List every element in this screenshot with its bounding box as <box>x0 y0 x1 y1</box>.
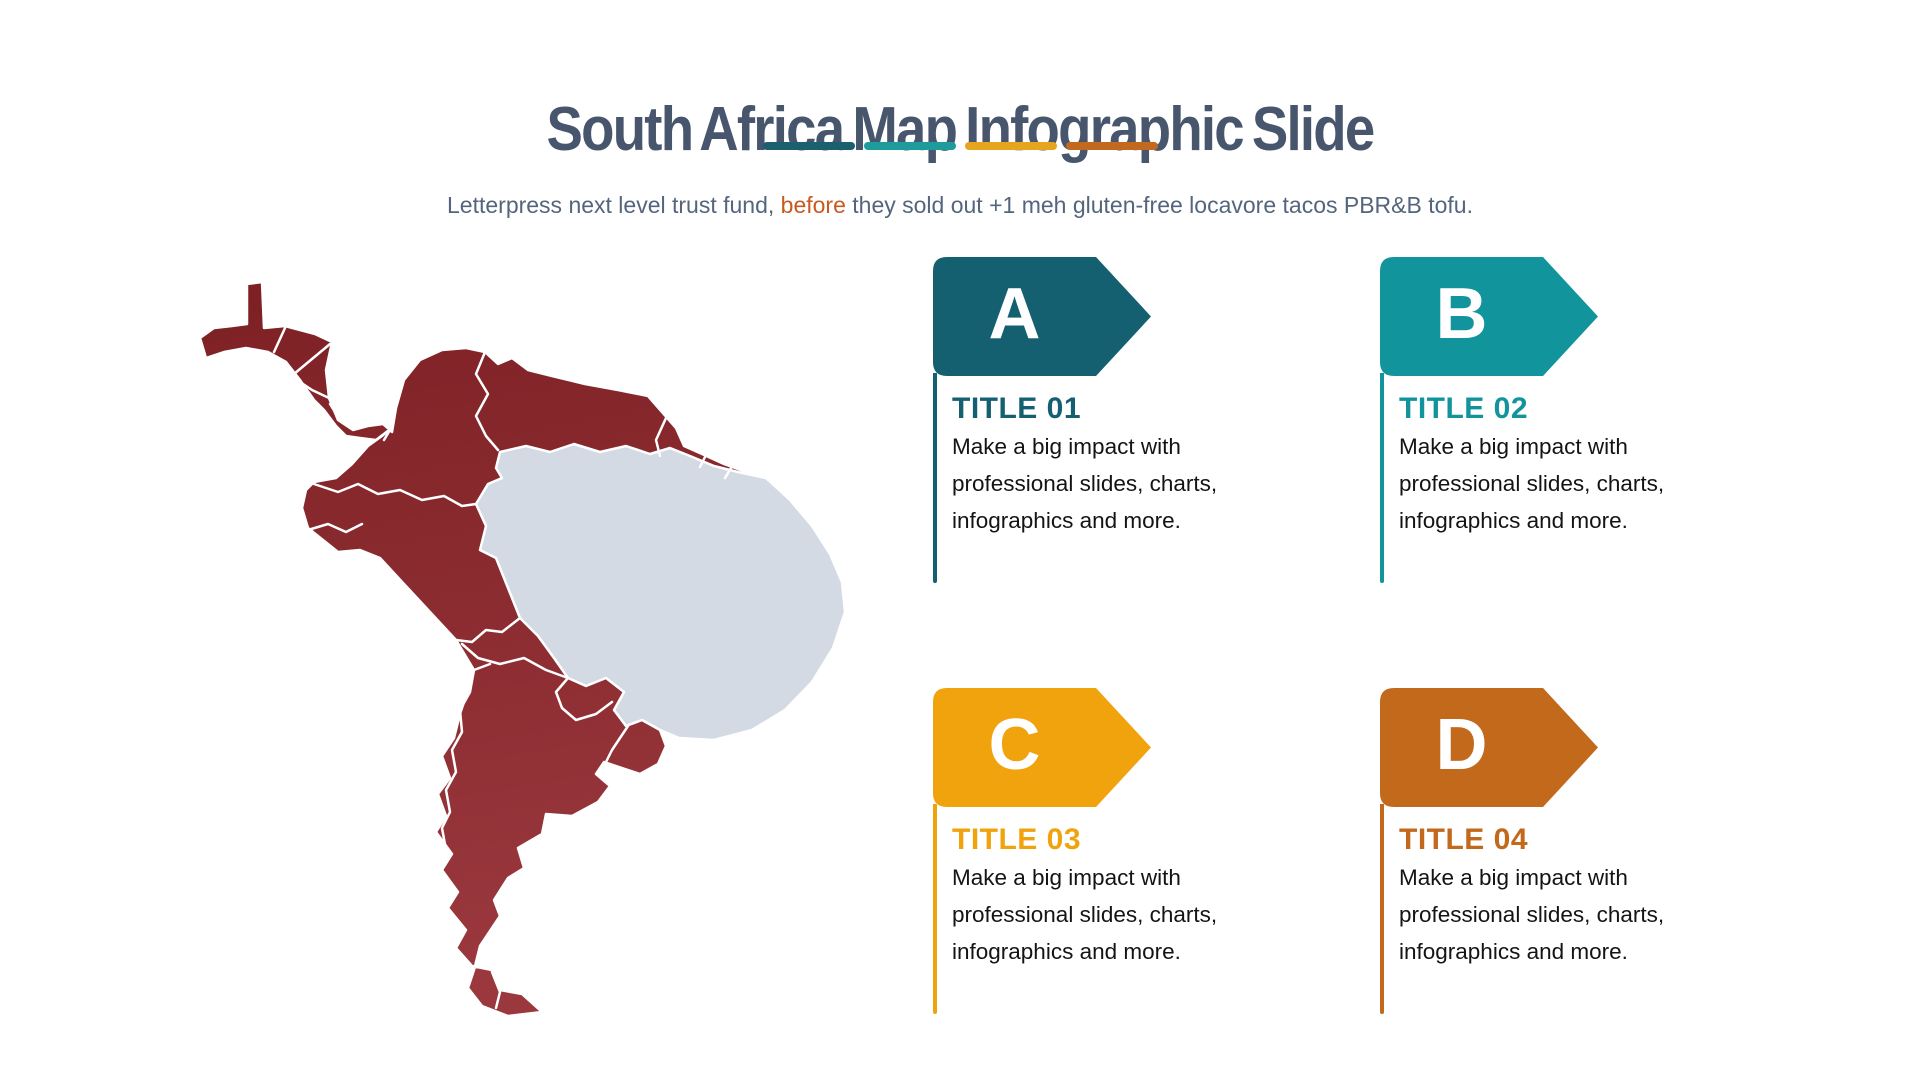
section-c-title: TITLE 03 <box>952 823 1082 856</box>
section-c-line <box>933 804 937 1014</box>
section-d-line <box>1380 804 1384 1014</box>
map-container <box>190 240 870 1070</box>
section-d-description: Make a big impact with professional slid… <box>1399 865 1665 964</box>
badge-b-arrow <box>1380 257 1598 376</box>
south-america-map <box>198 280 847 1018</box>
subtitle-lead: Letterpress next level trust fund, <box>447 192 781 218</box>
section-a-title: TITLE 01 <box>952 392 1082 425</box>
badge-a-arrow <box>933 257 1151 376</box>
accent-bar-amber <box>964 142 1057 150</box>
badge-d-letter: D <box>1435 704 1488 785</box>
subtitle: Letterpress next level trust fund, befor… <box>0 189 1920 221</box>
section-b-title: TITLE 02 <box>1399 392 1529 425</box>
badge-a-letter: A <box>988 273 1041 354</box>
section-a-line <box>933 373 937 583</box>
subtitle-highlight: before <box>780 192 846 218</box>
map-region-brazil <box>474 442 847 742</box>
section-c-description: Make a big impact with professional slid… <box>952 865 1218 964</box>
subtitle-tail: they sold out +1 meh gluten-free locavor… <box>845 192 1473 218</box>
badge-c-letter: C <box>988 704 1041 785</box>
section-b-description: Make a big impact with professional slid… <box>1399 434 1665 533</box>
section-c: C TITLE 03 Make a big impact with profes… <box>933 688 1353 1080</box>
title-accent-bars <box>0 142 1920 150</box>
map-country-borders <box>272 326 733 1010</box>
page-title: South Africa Map Infographic Slide <box>546 94 1376 164</box>
badge-d-arrow <box>1380 688 1598 807</box>
section-b: B TITLE 02 Make a big impact with profes… <box>1380 257 1800 687</box>
accent-bar-teal <box>863 142 956 150</box>
accent-bar-teal-dark <box>762 142 855 150</box>
section-a-description: Make a big impact with professional slid… <box>952 434 1218 533</box>
accent-bar-orange <box>1065 142 1158 150</box>
badge-c-arrow <box>933 688 1151 807</box>
section-b-line <box>1380 373 1384 583</box>
section-d: D TITLE 04 Make a big impact with profes… <box>1380 688 1800 1080</box>
badge-b-letter: B <box>1435 273 1488 354</box>
section-d-title: TITLE 04 <box>1399 823 1529 856</box>
section-a: A TITLE 01 Make a big impact with profes… <box>933 257 1353 687</box>
